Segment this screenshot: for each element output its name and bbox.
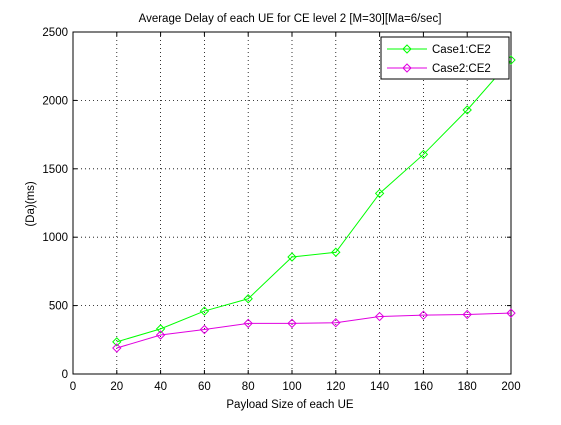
data-point-series-1	[462, 105, 472, 115]
x-tick-label: 200	[501, 381, 520, 393]
x-tick-label: 140	[370, 381, 389, 393]
axes-background	[73, 32, 511, 374]
data-point-series-1	[243, 294, 253, 304]
x-tick-label: 80	[242, 381, 255, 393]
data-point-series-2	[287, 318, 297, 329]
legend-label-1: Case1:CE2	[432, 44, 491, 56]
x-tick-label: 180	[458, 381, 477, 393]
data-point-series-2	[243, 318, 253, 329]
legend-marker-1	[402, 44, 412, 54]
data-point-series-2	[331, 317, 341, 328]
data-point-series-1	[112, 337, 122, 347]
legend-label-2: Case2:CE2	[432, 63, 491, 75]
legend-marker-2	[402, 63, 412, 73]
x-tick-label: 160	[414, 381, 433, 393]
chart-title: Average Delay of each UE for CE level 2 …	[139, 13, 442, 25]
y-tick-label: 0	[62, 369, 68, 381]
y-tick-label: 2500	[42, 27, 68, 39]
data-point-series-2	[374, 311, 385, 322]
data-point-series-2	[462, 309, 472, 320]
data-point-series-2	[506, 308, 516, 318]
data-point-series-2	[155, 330, 166, 340]
x-tick-label: 0	[70, 381, 76, 393]
series-line-1	[116, 59, 512, 343]
x-tick-label: 40	[154, 381, 167, 393]
x-axis-label: Payload Size of each UE	[226, 399, 354, 411]
y-tick-label: 500	[49, 301, 68, 313]
y-tick-label: 1500	[42, 164, 68, 176]
data-point-series-2	[199, 324, 210, 335]
data-point-series-1	[374, 188, 385, 199]
x-tick-label: 100	[282, 381, 301, 393]
x-tick-label: 120	[326, 381, 345, 393]
y-tick-label: 1000	[42, 232, 68, 244]
plot-area: 0 20 40 60 80 100 120 140 160 180 2000500100015002…	[42, 27, 520, 393]
data-point-series-1	[155, 324, 166, 334]
x-tick-label: 20	[110, 381, 123, 393]
y-tick-label: 2000	[42, 95, 68, 107]
data-point-series-2	[418, 310, 429, 320]
legend-box	[380, 36, 510, 80]
data-point-series-1	[418, 149, 429, 160]
data-point-series-1	[199, 306, 210, 316]
series-line-2	[116, 312, 512, 349]
data-point-series-2	[112, 343, 122, 353]
data-point-series-1	[331, 247, 341, 257]
data-point-series-1	[287, 252, 297, 262]
x-tick-label: 60	[198, 381, 211, 393]
y-axis-label: (Da)(ms)	[25, 181, 37, 227]
